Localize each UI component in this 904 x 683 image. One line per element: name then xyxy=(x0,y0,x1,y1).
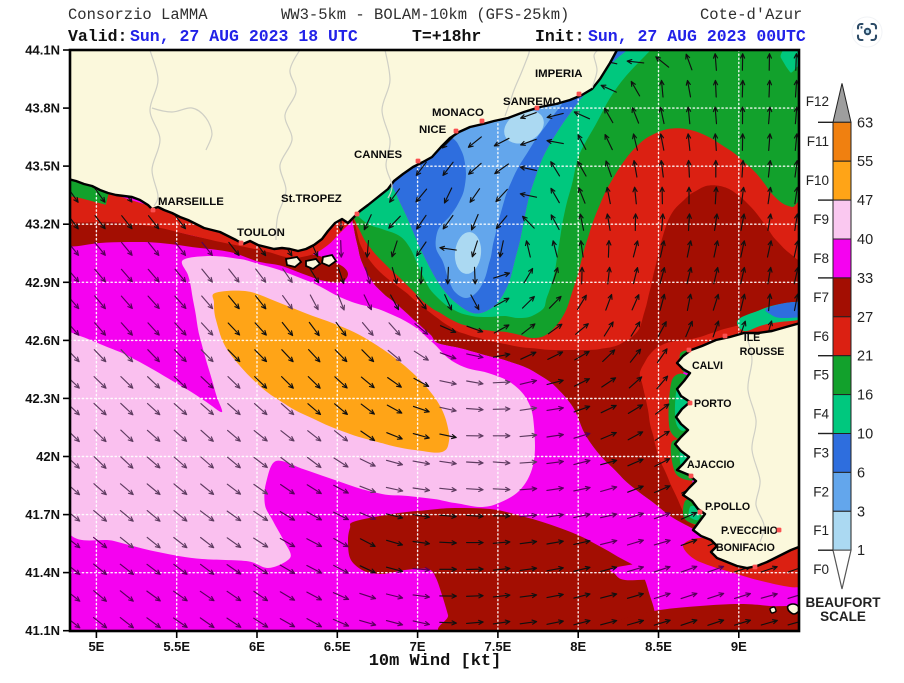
svg-text:F6: F6 xyxy=(813,329,829,344)
svg-text:27: 27 xyxy=(857,310,873,326)
svg-text:F7: F7 xyxy=(813,290,829,305)
svg-text:43.8N: 43.8N xyxy=(25,101,60,116)
svg-text:6: 6 xyxy=(857,465,865,481)
svg-text:42.3N: 42.3N xyxy=(25,391,60,406)
svg-text:T=+18hr: T=+18hr xyxy=(412,27,481,46)
svg-text:F0: F0 xyxy=(813,562,829,577)
svg-text:NICE: NICE xyxy=(419,124,447,136)
svg-text:F8: F8 xyxy=(813,251,829,266)
svg-text:TOULON: TOULON xyxy=(237,227,285,239)
svg-text:F12: F12 xyxy=(806,94,829,109)
svg-text:42.9N: 42.9N xyxy=(25,275,60,290)
svg-text:1: 1 xyxy=(857,543,865,559)
svg-text:AJACCIO: AJACCIO xyxy=(687,459,735,471)
svg-text:IMPERIA: IMPERIA xyxy=(535,68,582,80)
svg-text:42N: 42N xyxy=(36,449,60,464)
svg-text:40: 40 xyxy=(857,232,873,248)
svg-text:43.5N: 43.5N xyxy=(25,159,60,174)
svg-text:Consorzio LaMMA: Consorzio LaMMA xyxy=(68,6,208,24)
svg-text:F9: F9 xyxy=(813,212,829,227)
svg-text:10m Wind [kt]: 10m Wind [kt] xyxy=(369,652,502,671)
svg-text:P.VECCHIO: P.VECCHIO xyxy=(721,525,778,537)
svg-text:F4: F4 xyxy=(813,407,829,422)
svg-text:41.1N: 41.1N xyxy=(25,623,60,638)
svg-text:St.TROPEZ: St.TROPEZ xyxy=(281,193,342,205)
svg-text:Sun, 27 AUG 2023 00UTC: Sun, 27 AUG 2023 00UTC xyxy=(588,27,806,46)
svg-text:MARSEILLE: MARSEILLE xyxy=(158,196,224,208)
svg-text:Sun, 27 AUG 2023 18 UTC: Sun, 27 AUG 2023 18 UTC xyxy=(130,27,358,46)
svg-text:SCALE: SCALE xyxy=(820,609,866,624)
svg-text:6E: 6E xyxy=(249,639,265,654)
svg-text:43.2N: 43.2N xyxy=(25,217,60,232)
svg-text:44.1N: 44.1N xyxy=(25,43,60,58)
svg-text:41.7N: 41.7N xyxy=(25,507,60,522)
svg-text:F3: F3 xyxy=(813,445,829,460)
svg-text:F10: F10 xyxy=(806,173,829,188)
svg-text:BONIFACIO: BONIFACIO xyxy=(716,542,775,554)
svg-text:3: 3 xyxy=(857,504,865,520)
svg-text:P.POLLO: P.POLLO xyxy=(705,501,750,513)
svg-text:MONACO: MONACO xyxy=(432,107,484,119)
svg-text:ROUSSE: ROUSSE xyxy=(740,346,785,358)
svg-text:63: 63 xyxy=(857,115,873,131)
svg-text:Init:: Init: xyxy=(535,27,585,46)
svg-text:41.4N: 41.4N xyxy=(25,565,60,580)
svg-text:ILE: ILE xyxy=(744,332,760,344)
svg-text:WW3-5km - BOLAM-10km (GFS-25km: WW3-5km - BOLAM-10km (GFS-25km) xyxy=(281,6,569,24)
svg-text:F11: F11 xyxy=(807,134,829,149)
svg-text:42.6N: 42.6N xyxy=(25,333,60,348)
svg-text:9E: 9E xyxy=(731,639,747,654)
svg-text:21: 21 xyxy=(857,349,873,365)
svg-text:16: 16 xyxy=(857,388,873,404)
svg-text:8E: 8E xyxy=(570,639,586,654)
svg-text:7E: 7E xyxy=(410,639,426,654)
svg-text:CALVI: CALVI xyxy=(692,360,723,372)
svg-text:47: 47 xyxy=(857,193,873,209)
svg-text:33: 33 xyxy=(857,271,873,287)
svg-text:F5: F5 xyxy=(813,368,829,383)
svg-text:CANNES: CANNES xyxy=(354,149,403,161)
svg-text:6.5E: 6.5E xyxy=(324,639,351,654)
svg-text:5E: 5E xyxy=(88,639,104,654)
svg-text:Cote-d'Azur: Cote-d'Azur xyxy=(700,6,802,24)
svg-text:10: 10 xyxy=(857,427,873,443)
svg-text:F2: F2 xyxy=(813,484,829,499)
svg-text:Valid:: Valid: xyxy=(68,27,127,46)
svg-text:55: 55 xyxy=(857,154,873,170)
svg-text:5.5E: 5.5E xyxy=(163,639,190,654)
svg-text:F1: F1 xyxy=(813,523,829,538)
svg-text:SANREMO: SANREMO xyxy=(503,96,561,108)
svg-text:PORTO: PORTO xyxy=(694,398,731,410)
svg-text:BEAUFORT: BEAUFORT xyxy=(806,595,882,610)
svg-text:7.5E: 7.5E xyxy=(485,639,512,654)
svg-text:8.5E: 8.5E xyxy=(645,639,672,654)
